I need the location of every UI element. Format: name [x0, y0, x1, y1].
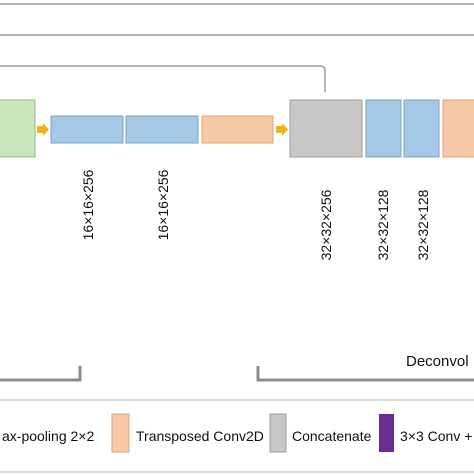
skip-line-3 — [0, 65, 326, 92]
green-block — [0, 99, 36, 158]
legend-swatch-concatenate — [269, 413, 287, 453]
arrow-right-icon — [276, 123, 288, 136]
dim-label-2: 16×16×256 — [155, 169, 171, 240]
dim-label-4: 32×32×128 — [375, 189, 391, 260]
conv-block-1 — [50, 115, 124, 144]
conv-block-4 — [403, 99, 440, 158]
legend-swatch-transposed — [111, 413, 130, 453]
legend-label-concatenate: Concatenate — [292, 428, 372, 444]
skip-connections — [0, 3, 474, 92]
deconvol-label: Deconvol — [406, 353, 469, 370]
deconvol-bracket — [256, 366, 474, 382]
legend: ax-pooling 2×2 Transposed Conv2D Concate… — [0, 399, 474, 473]
legend-label-conv: 3×3 Conv + — [400, 428, 472, 444]
transposed-conv-block — [201, 115, 274, 144]
dim-label-1: 16×16×256 — [80, 169, 96, 240]
concatenate-block — [289, 99, 363, 158]
conv-block-2 — [125, 115, 199, 144]
legend-swatch-conv — [379, 414, 394, 452]
dim-label-5: 32×32×128 — [415, 189, 431, 260]
transposed-conv-block-2 — [442, 99, 474, 158]
arrow-right-icon — [37, 123, 49, 136]
encoder-bracket — [0, 366, 82, 382]
legend-label-maxpool: ax-pooling 2×2 — [2, 428, 94, 444]
legend-label-transposed: Transposed Conv2D — [136, 428, 264, 444]
dim-label-3: 32×32×256 — [318, 189, 334, 260]
conv-block-3 — [365, 99, 402, 158]
arrows — [37, 123, 288, 136]
